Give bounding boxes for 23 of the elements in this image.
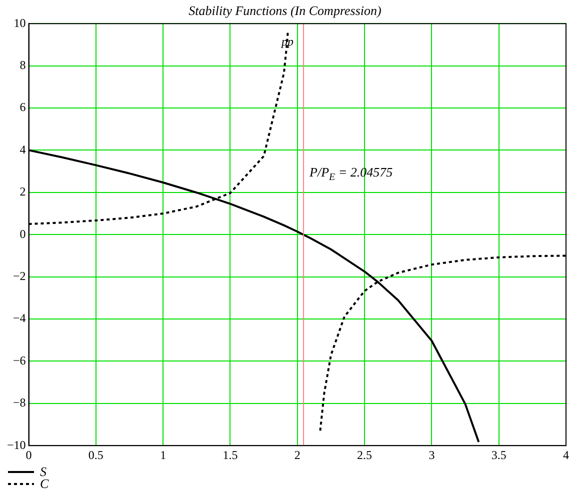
x-tick-label: 0.5	[88, 448, 104, 462]
x-tick-label: 4	[563, 448, 569, 462]
ref-line-label: pp	[280, 34, 294, 49]
x-tick-label: 2.5	[357, 448, 372, 462]
y-tick-label: −8	[12, 396, 26, 410]
y-tick-label: 10	[14, 16, 26, 30]
x-tick-label: 2	[294, 448, 300, 462]
x-tick-label: 1	[160, 448, 166, 462]
y-tick-label: −10	[6, 438, 26, 452]
x-tick-label: 1.5	[222, 448, 238, 462]
y-tick-label: −4	[12, 311, 26, 326]
y-tick-label: 4	[20, 142, 26, 156]
legend-label: S	[40, 464, 46, 479]
legend-label: C	[40, 476, 49, 490]
y-tick-label: −2	[12, 268, 26, 283]
y-tick-label: 2	[20, 184, 26, 199]
y-tick-label: 8	[20, 58, 26, 72]
chart-title: Stability Functions (In Compression)	[188, 3, 382, 18]
y-tick-label: −6	[12, 353, 26, 368]
x-tick-label: 3.5	[491, 448, 506, 462]
x-tick-label: 3	[428, 448, 435, 462]
y-tick-label: 0	[20, 226, 26, 241]
y-tick-label: 6	[20, 100, 26, 114]
